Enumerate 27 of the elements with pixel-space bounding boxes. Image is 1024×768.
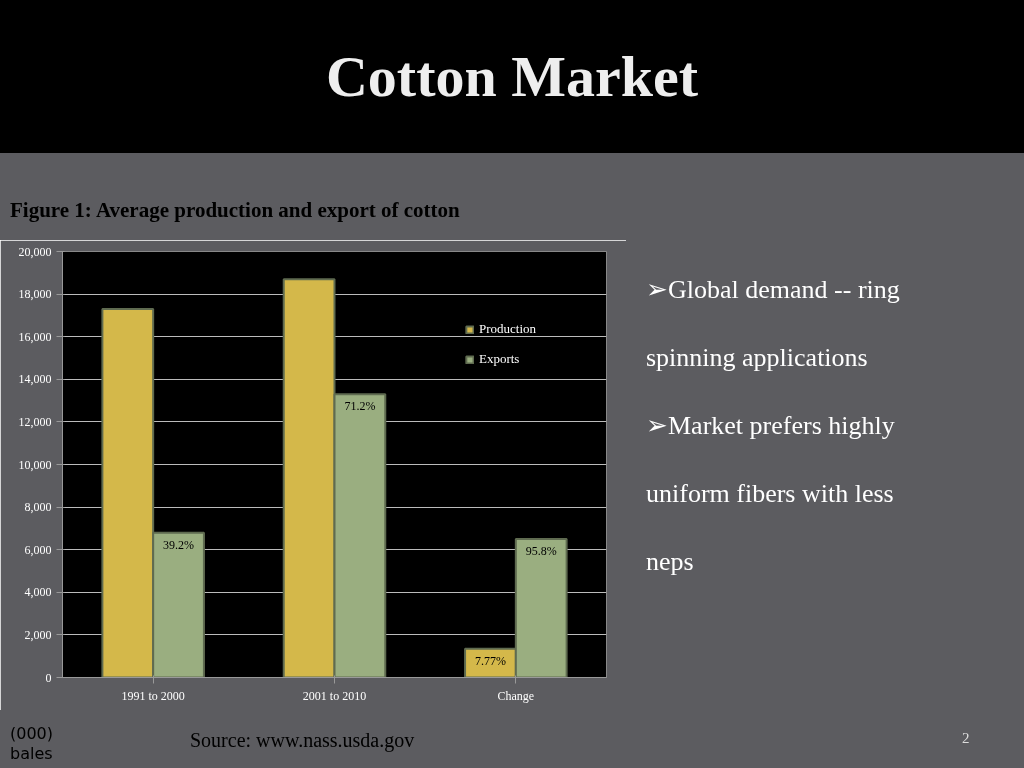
y-tick-label: 16,000 xyxy=(18,329,52,344)
legend-label: Production xyxy=(478,321,536,337)
y-tick-label: 18,000 xyxy=(18,287,52,302)
text: ➢Global demand -- ring spinning applications xyxy=(646,275,900,372)
y-tick-label: 10,000 xyxy=(18,457,52,472)
legend-label: Exports xyxy=(478,351,520,367)
chart-title: Cotton Market xyxy=(325,43,699,111)
x-tick-label: 1991 to 2000 xyxy=(121,688,185,703)
x-tick-label: Change xyxy=(497,688,535,703)
text: ➢Market prefers highly uniform fibers with less neps xyxy=(646,411,895,576)
annotation: 39.2% xyxy=(163,537,195,552)
y-tick-label: 0 xyxy=(45,670,52,685)
y-tick-label: 4,000 xyxy=(24,585,52,600)
annotation: 95.8% xyxy=(525,544,557,559)
text: 2 xyxy=(962,729,970,748)
y-tick-label: 2,000 xyxy=(24,627,52,642)
y-tick-label: 20,000 xyxy=(18,244,52,259)
y-tick-label: 12,000 xyxy=(18,414,52,429)
y-axis-title: (000) bales xyxy=(10,724,54,764)
y-tick-label: 8,000 xyxy=(24,500,52,515)
annotation: 71.2% xyxy=(344,399,376,414)
source-note: Source: www.nass.usda.gov xyxy=(190,728,415,754)
y-tick-label: 14,000 xyxy=(18,372,52,387)
chart-subtitle: Figure 1: Average production and export of cotton xyxy=(10,197,460,224)
y-tick-label: 6,000 xyxy=(24,542,52,557)
annotation: 7.77% xyxy=(474,653,506,668)
x-tick-label: 2001 to 2010 xyxy=(302,688,367,703)
